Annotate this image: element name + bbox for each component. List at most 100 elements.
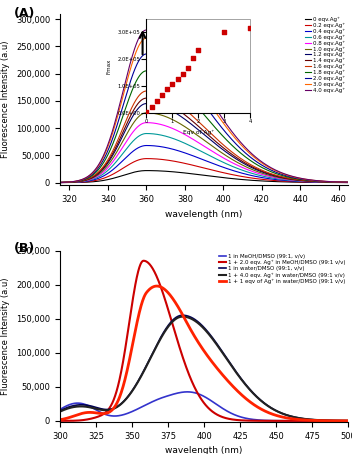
2.0 eqv.Ag⁺ bbox=[251, 157, 255, 162]
1 in water/DMSO (99:1, v/v) bbox=[242, 380, 246, 385]
1 + 4.0 eqv. Ag⁺ in water/DMSO (99:1 v/v) bbox=[307, 417, 311, 422]
0.4 eqv.Ag⁺ bbox=[132, 148, 136, 153]
Line: 1.4 eqv.Ag⁺: 1.4 eqv.Ag⁺ bbox=[60, 98, 348, 183]
0.6 eqv.Ag⁺ bbox=[251, 171, 255, 177]
2.0 eqv.Ag⁺ bbox=[132, 69, 136, 74]
0.4 eqv.Ag⁺ bbox=[228, 167, 233, 173]
1 in water/DMSO (99:1, v/v) bbox=[226, 357, 230, 362]
1.4 eqv.Ag⁺ bbox=[276, 173, 280, 179]
1 in MeOH/DMSO (99:1, v/v) bbox=[226, 409, 230, 414]
1.8 eqv.Ag⁺ bbox=[346, 180, 351, 185]
0.6 eqv.Ag⁺ bbox=[58, 180, 62, 185]
0.6 eqv.Ag⁺ bbox=[276, 176, 280, 182]
0.4 eqv.Ag⁺ bbox=[144, 143, 149, 148]
1 + 1 eqv of Ag⁺ in water/DMSO (99:1 v/v) bbox=[75, 412, 80, 418]
1 + 1 eqv of Ag⁺ in water/DMSO (99:1 v/v) bbox=[242, 395, 246, 400]
1.4 eqv.Ag⁺ bbox=[251, 164, 255, 170]
0.8 eqv.Ag⁺ bbox=[228, 159, 233, 164]
4.0 eqv.Ag⁺ bbox=[189, 66, 193, 72]
Line: 4.0 eqv.Ag⁺: 4.0 eqv.Ag⁺ bbox=[60, 30, 348, 183]
Legend: 0 eqv.Ag⁺, 0.2 eqv.Ag⁺, 0.4 eqv.Ag⁺, 0.6 eqv.Ag⁺, 0.8 eqv.Ag⁺, 1.0 eqv.Ag⁺, 1.2 : 0 eqv.Ag⁺, 0.2 eqv.Ag⁺, 0.4 eqv.Ag⁺, 0.6… bbox=[304, 16, 346, 93]
1 in water/DMSO (99:1, v/v) bbox=[277, 410, 281, 415]
X-axis label: wavelength (nm): wavelength (nm) bbox=[165, 446, 243, 454]
1 + 4.0 eqv. Ag⁺ in water/DMSO (99:1 v/v) bbox=[233, 369, 238, 374]
Line: 0 eqv.Ag⁺: 0 eqv.Ag⁺ bbox=[60, 171, 348, 183]
0.2 eqv.Ag⁺ bbox=[251, 176, 255, 181]
1.8 eqv.Ag⁺ bbox=[228, 141, 233, 147]
Line: 1.0 eqv.Ag⁺: 1.0 eqv.Ag⁺ bbox=[60, 113, 348, 183]
2.0 eqv.Ag⁺ bbox=[144, 51, 149, 57]
X-axis label: wavelength (nm): wavelength (nm) bbox=[165, 210, 243, 218]
1 in water/DMSO (99:1, v/v) bbox=[75, 402, 80, 408]
0 eqv.Ag⁺ bbox=[189, 171, 193, 177]
1.6 eqv.Ag⁺ bbox=[109, 152, 113, 157]
1 in water/DMSO (99:1, v/v) bbox=[346, 418, 351, 424]
3.0 eqv.Ag⁺ bbox=[189, 73, 193, 78]
1.2 eqv.Ag⁺ bbox=[132, 111, 136, 117]
3.0 eqv.Ag⁺ bbox=[228, 130, 233, 135]
1 in MeOH/DMSO (99:1, v/v) bbox=[346, 418, 351, 424]
1 + 2.0 eqv. Ag⁺ in MeOH/DMSO (99:1 v/v) bbox=[346, 418, 351, 424]
1 + 4.0 eqv. Ag⁺ in water/DMSO (99:1 v/v) bbox=[75, 404, 80, 409]
1.6 eqv.Ag⁺ bbox=[58, 180, 62, 185]
1.0 eqv.Ag⁺ bbox=[276, 175, 280, 180]
1.6 eqv.Ag⁺ bbox=[228, 148, 233, 153]
Line: 0.4 eqv.Ag⁺: 0.4 eqv.Ag⁺ bbox=[60, 146, 348, 183]
3.0 eqv.Ag⁺ bbox=[132, 55, 136, 60]
1 + 4.0 eqv. Ag⁺ in water/DMSO (99:1 v/v) bbox=[242, 380, 246, 385]
1.6 eqv.Ag⁺ bbox=[132, 100, 136, 106]
1.0 eqv.Ag⁺ bbox=[132, 119, 136, 125]
4.0 eqv.Ag⁺ bbox=[228, 127, 233, 133]
Line: 0.8 eqv.Ag⁺: 0.8 eqv.Ag⁺ bbox=[60, 123, 348, 183]
1 + 1 eqv of Ag⁺ in water/DMSO (99:1 v/v) bbox=[155, 283, 159, 289]
1 in water/DMSO (99:1, v/v) bbox=[58, 408, 62, 414]
1.4 eqv.Ag⁺ bbox=[132, 107, 136, 112]
2.0 eqv.Ag⁺ bbox=[276, 170, 280, 176]
1.0 eqv.Ag⁺ bbox=[144, 110, 149, 115]
1 + 2.0 eqv. Ag⁺ in MeOH/DMSO (99:1 v/v) bbox=[277, 418, 281, 424]
1.2 eqv.Ag⁺ bbox=[276, 174, 280, 179]
2.0 eqv.Ag⁺ bbox=[189, 84, 193, 90]
0.4 eqv.Ag⁺ bbox=[189, 152, 193, 158]
Line: 2.0 eqv.Ag⁺: 2.0 eqv.Ag⁺ bbox=[60, 54, 348, 183]
1.8 eqv.Ag⁺ bbox=[276, 172, 280, 177]
0.4 eqv.Ag⁺ bbox=[58, 180, 62, 185]
1 in MeOH/DMSO (99:1, v/v) bbox=[185, 389, 189, 395]
1.6 eqv.Ag⁺ bbox=[251, 163, 255, 169]
1 + 2.0 eqv. Ag⁺ in MeOH/DMSO (99:1 v/v) bbox=[307, 418, 311, 424]
4.0 eqv.Ag⁺ bbox=[276, 168, 280, 174]
1.6 eqv.Ag⁺ bbox=[276, 173, 280, 178]
1.2 eqv.Ag⁺ bbox=[251, 166, 255, 171]
1 + 1 eqv of Ag⁺ in water/DMSO (99:1 v/v) bbox=[307, 418, 311, 423]
4.0 eqv.Ag⁺ bbox=[58, 180, 62, 185]
1 + 1 eqv of Ag⁺ in water/DMSO (99:1 v/v) bbox=[226, 378, 230, 384]
2.0 eqv.Ag⁺ bbox=[346, 180, 351, 185]
1 in MeOH/DMSO (99:1, v/v) bbox=[58, 407, 62, 412]
0.2 eqv.Ag⁺ bbox=[228, 172, 233, 177]
1.0 eqv.Ag⁺ bbox=[251, 167, 255, 173]
0 eqv.Ag⁺ bbox=[346, 180, 351, 185]
1.8 eqv.Ag⁺ bbox=[132, 83, 136, 89]
1.0 eqv.Ag⁺ bbox=[189, 128, 193, 133]
1 + 2.0 eqv. Ag⁺ in MeOH/DMSO (99:1 v/v) bbox=[226, 416, 230, 421]
Line: 1 in water/DMSO (99:1, v/v): 1 in water/DMSO (99:1, v/v) bbox=[60, 315, 348, 421]
1.4 eqv.Ag⁺ bbox=[228, 151, 233, 156]
1 in water/DMSO (99:1, v/v) bbox=[233, 368, 238, 374]
4.0 eqv.Ag⁺ bbox=[346, 179, 351, 185]
1 + 4.0 eqv. Ag⁺ in water/DMSO (99:1 v/v) bbox=[226, 358, 230, 363]
0.4 eqv.Ag⁺ bbox=[276, 177, 280, 183]
1.4 eqv.Ag⁺ bbox=[109, 154, 113, 159]
0 eqv.Ag⁺ bbox=[228, 176, 233, 181]
Line: 1 + 4.0 eqv. Ag⁺ in water/DMSO (99:1 v/v): 1 + 4.0 eqv. Ag⁺ in water/DMSO (99:1 v/v… bbox=[60, 316, 348, 421]
1.2 eqv.Ag⁺ bbox=[109, 156, 113, 161]
1 in water/DMSO (99:1, v/v) bbox=[181, 312, 185, 318]
1 + 2.0 eqv. Ag⁺ in MeOH/DMSO (99:1 v/v) bbox=[233, 417, 238, 423]
Line: 0.6 eqv.Ag⁺: 0.6 eqv.Ag⁺ bbox=[60, 133, 348, 183]
0.8 eqv.Ag⁺ bbox=[251, 169, 255, 174]
2.0 eqv.Ag⁺ bbox=[58, 180, 62, 185]
3.0 eqv.Ag⁺ bbox=[109, 136, 113, 141]
1 in MeOH/DMSO (99:1, v/v) bbox=[75, 400, 80, 406]
1 in MeOH/DMSO (99:1, v/v) bbox=[233, 412, 238, 418]
0.6 eqv.Ag⁺ bbox=[346, 180, 351, 185]
1 + 4.0 eqv. Ag⁺ in water/DMSO (99:1 v/v) bbox=[58, 409, 62, 415]
